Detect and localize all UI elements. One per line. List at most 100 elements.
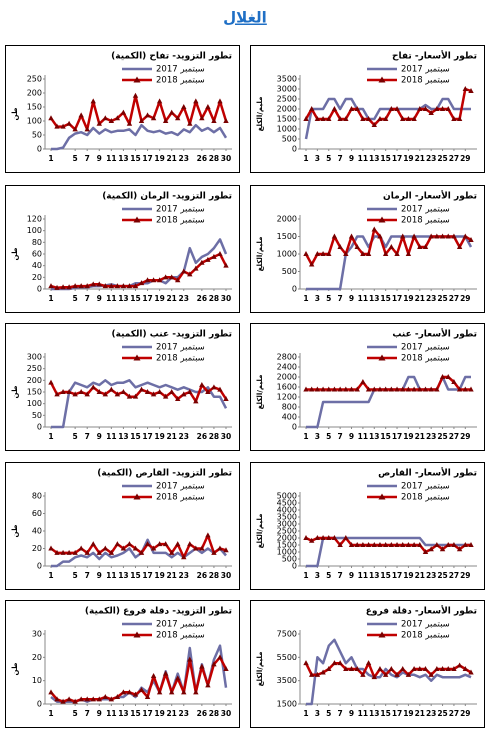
point-marker	[205, 682, 211, 688]
x-tick-label: 23	[179, 571, 189, 580]
x-tick-label: 5	[73, 154, 78, 163]
point-marker	[168, 549, 175, 555]
x-tick-label: 11	[358, 709, 368, 718]
y-tick-label: 2500	[277, 95, 297, 104]
y-tick-label: 20	[32, 273, 42, 282]
point-marker	[417, 386, 423, 392]
chart-title: تطور الأسعار- تفاح	[392, 50, 477, 62]
y-tick-label: 1200	[277, 393, 297, 402]
point-marker	[66, 389, 72, 394]
point-marker	[102, 694, 109, 699]
x-tick-label: 13	[118, 571, 128, 580]
point-marker	[187, 541, 193, 547]
x-tick-label: 28	[209, 294, 219, 303]
point-marker	[445, 233, 451, 239]
point-marker	[303, 535, 309, 540]
x-tick-label: 7	[85, 709, 90, 718]
point-marker	[120, 545, 127, 551]
y-tick-label: 20	[32, 653, 42, 662]
x-tick-label: 17	[142, 432, 152, 441]
x-tick-label: 28	[209, 709, 219, 718]
x-tick-label: 17	[392, 294, 402, 303]
chart-title: تطور التزويد- الرمان (الكمية)	[102, 192, 232, 202]
x-tick-label: 17	[142, 571, 152, 580]
x-tick-label: 5	[326, 571, 331, 580]
x-tick-label: 30	[221, 571, 231, 580]
x-tick-label: 15	[130, 294, 140, 303]
point-marker	[132, 691, 139, 697]
point-marker	[205, 389, 211, 394]
y-tick-label: 0	[37, 285, 42, 294]
point-marker	[54, 391, 60, 397]
x-tick-label: 11	[358, 294, 368, 303]
point-marker	[303, 660, 309, 666]
point-marker	[417, 542, 423, 547]
point-marker	[428, 233, 434, 239]
point-marker	[199, 259, 205, 265]
x-tick-label: 28	[209, 432, 219, 441]
y-axis-label: طن	[11, 524, 19, 537]
x-tick-label: 11	[358, 154, 368, 163]
y-tick-label: 2800	[277, 353, 297, 362]
point-marker	[108, 386, 115, 392]
y-tick-label: 2000	[277, 373, 297, 382]
point-marker	[114, 541, 121, 547]
point-marker	[138, 280, 145, 286]
point-marker	[462, 386, 469, 392]
x-tick-label: 3	[315, 294, 320, 303]
x-tick-label: 26	[197, 571, 207, 580]
x-tick-label: 19	[154, 571, 164, 580]
point-marker	[337, 660, 343, 666]
point-marker	[382, 671, 389, 677]
legend-label: سبتمبر 2017	[156, 65, 205, 75]
point-marker	[377, 386, 383, 392]
point-marker	[108, 696, 115, 702]
y-tick-label: 250	[27, 75, 42, 84]
legend-marker	[378, 216, 386, 223]
x-tick-label: 13	[369, 709, 379, 718]
x-tick-label: 21	[166, 294, 176, 303]
point-marker	[72, 391, 78, 397]
legend-label: سبتمبر 2018	[401, 493, 450, 503]
x-tick-label: 19	[403, 709, 413, 718]
point-marker	[343, 666, 349, 671]
x-tick-label: 21	[415, 432, 425, 441]
point-marker	[308, 671, 315, 677]
point-marker	[199, 382, 205, 387]
chart-panel: تطور التزويد- تفاح (الكمية) طن 0 50 100 150 20…	[5, 45, 240, 173]
y-axis-label: طن	[11, 385, 19, 398]
x-tick-label: 13	[118, 432, 128, 441]
y-tick-label: 0	[292, 562, 297, 571]
point-marker	[388, 244, 395, 249]
point-marker	[354, 542, 360, 547]
point-marker	[417, 244, 423, 249]
x-tick-label: 17	[392, 432, 402, 441]
point-marker	[84, 391, 90, 397]
point-marker	[445, 666, 451, 671]
x-tick-label: 29	[460, 709, 470, 718]
point-marker	[187, 389, 193, 394]
x-tick-label: 7	[338, 432, 343, 441]
legend-label: سبتمبر 2017	[156, 482, 205, 492]
legend-label: سبتمبر 2017	[401, 620, 450, 630]
x-tick-label: 17	[392, 709, 402, 718]
point-marker	[120, 109, 127, 115]
x-tick-label: 5	[73, 294, 78, 303]
x-tick-label: 21	[166, 709, 176, 718]
point-marker	[405, 386, 412, 392]
point-marker	[108, 549, 115, 555]
point-marker	[354, 244, 360, 249]
point-marker	[144, 277, 151, 283]
y-tick-label: 120	[27, 215, 42, 224]
point-marker	[456, 662, 463, 668]
point-marker	[193, 398, 199, 404]
point-marker	[422, 666, 429, 671]
panel-border	[5, 185, 240, 313]
point-marker	[126, 120, 133, 126]
y-tick-label: 100	[27, 226, 42, 235]
point-marker	[348, 542, 355, 547]
point-marker	[48, 379, 54, 385]
point-marker	[60, 698, 66, 704]
point-marker	[187, 656, 193, 662]
point-marker	[394, 671, 400, 677]
